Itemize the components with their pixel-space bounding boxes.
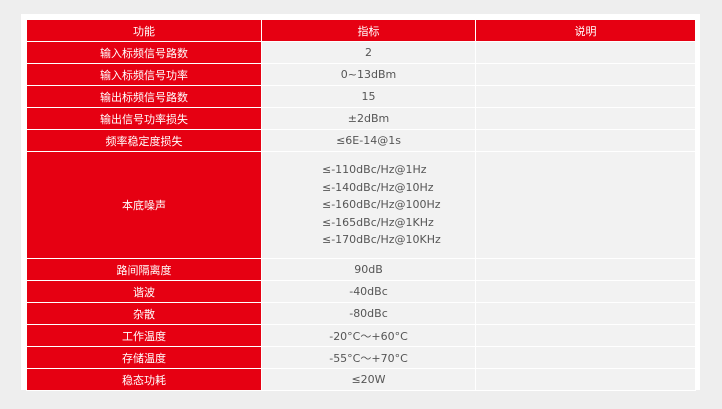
table-row: 工作温度 -20°C～+60°C (26, 324, 696, 347)
row-function: 谐波 (26, 280, 262, 303)
spec-table: 功能 指标 说明 输入标频信号路数 2 输入标频信号功率 0~13dBm 输出标频信号路… (26, 19, 696, 391)
row-notes (475, 41, 696, 64)
row-spec: 15 (261, 85, 476, 108)
table-row: 输入标频信号路数 2 (26, 41, 696, 64)
row-spec: ±2dBm (261, 107, 476, 130)
row-notes (475, 107, 696, 130)
row-notes (475, 346, 696, 369)
row-notes (475, 324, 696, 347)
row-function: 输出标频信号路数 (26, 85, 262, 108)
row-function: 稳态功耗 (26, 368, 262, 391)
row-spec: 0~13dBm (261, 63, 476, 86)
row-notes (475, 280, 696, 303)
spec-line: ≤-140dBc/Hz@10Hz (322, 180, 434, 194)
row-spec: ≤20W (261, 368, 476, 391)
spec-line: ≤-170dBc/Hz@10KHz (322, 233, 441, 247)
row-notes (475, 85, 696, 108)
table-row: 杂散 -80dBc (26, 302, 696, 325)
spec-line: ≤-160dBc/Hz@100Hz (322, 198, 441, 212)
row-function: 路间隔离度 (26, 258, 262, 281)
row-notes (475, 151, 696, 259)
row-function: 存储温度 (26, 346, 262, 369)
row-function: 杂散 (26, 302, 262, 325)
row-notes (475, 302, 696, 325)
row-function: 输入标频信号功率 (26, 63, 262, 86)
row-notes (475, 63, 696, 86)
row-notes (475, 368, 696, 391)
row-spec: ≤-110dBc/Hz@1Hz ≤-140dBc/Hz@10Hz ≤-160dBc/… (261, 151, 476, 259)
row-spec: 90dB (261, 258, 476, 281)
header-spec: 指标 (261, 19, 476, 42)
row-function: 本底噪声 (26, 151, 262, 259)
row-spec: -20°C～+60°C (261, 324, 476, 347)
table-row: 频率稳定度损失 ≤6E-14@1s (26, 129, 696, 152)
table-row: 输出标频信号路数 15 (26, 85, 696, 108)
table-row: 输出信号功率损失 ±2dBm (26, 107, 696, 130)
header-notes: 说明 (475, 19, 696, 42)
row-spec: -55°C～+70°C (261, 346, 476, 369)
header-function: 功能 (26, 19, 262, 42)
row-notes (475, 129, 696, 152)
row-function: 工作温度 (26, 324, 262, 347)
spec-line: ≤-110dBc/Hz@1Hz (322, 163, 427, 177)
table-row: 输入标频信号功率 0~13dBm (26, 63, 696, 86)
table-header: 功能 指标 说明 (26, 19, 696, 42)
table-row: 本底噪声 ≤-110dBc/Hz@1Hz ≤-140dBc/Hz@10Hz ≤-160… (26, 151, 696, 259)
row-function: 输入标频信号路数 (26, 41, 262, 64)
row-function: 输出信号功率损失 (26, 107, 262, 130)
row-spec: ≤6E-14@1s (261, 129, 476, 152)
row-spec: -80dBc (261, 302, 476, 325)
row-spec: 2 (261, 41, 476, 64)
row-spec: -40dBc (261, 280, 476, 303)
table-row: 路间隔离度 90dB (26, 258, 696, 281)
spec-line: ≤-165dBc/Hz@1KHz (322, 215, 434, 229)
table-row: 稳态功耗 ≤20W (26, 368, 696, 391)
table-row: 谐波 -40dBc (26, 280, 696, 303)
row-notes (475, 258, 696, 281)
table-row: 存储温度 -55°C～+70°C (26, 346, 696, 369)
row-function: 频率稳定度损失 (26, 129, 262, 152)
